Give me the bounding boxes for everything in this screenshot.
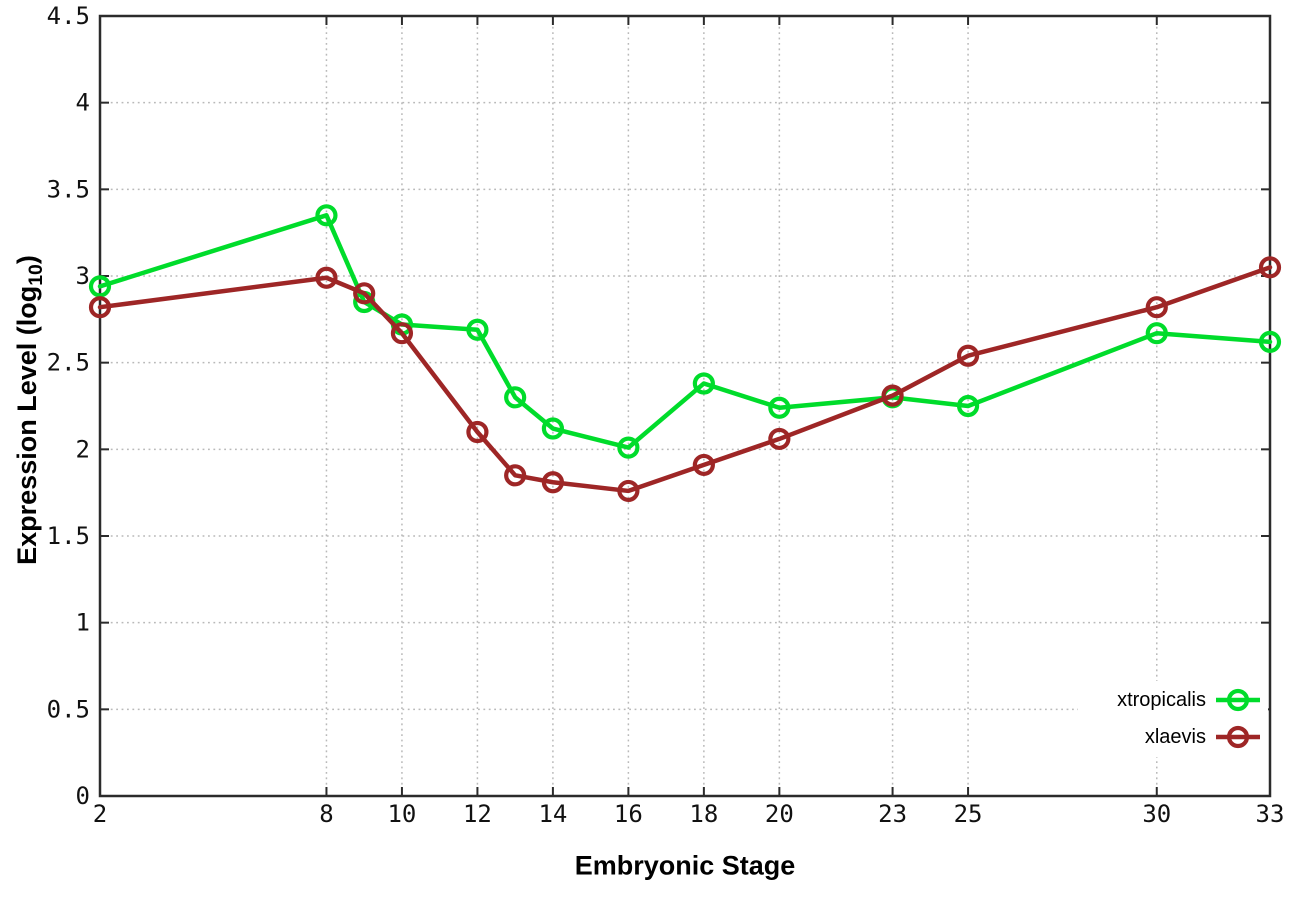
legend-label-xtropicalis: xtropicalis — [1117, 689, 1206, 711]
data-point-marker-xlaevis — [768, 427, 791, 451]
x-tick-label: 18 — [689, 800, 718, 828]
data-point-marker-xtropicalis — [617, 436, 640, 459]
data-point-marker-xlaevis — [466, 420, 489, 444]
x-tick-label: 2 — [93, 800, 107, 828]
y-tick-label: 3.5 — [47, 175, 90, 203]
series-xlaevis — [88, 256, 1282, 503]
legend-label-xlaevis: xlaevis — [1145, 726, 1206, 748]
x-tick-label: 14 — [538, 800, 567, 828]
x-tick-label: 12 — [463, 800, 492, 828]
data-point-marker-xlaevis — [390, 322, 414, 345]
data-point-marker-xlaevis — [353, 282, 376, 305]
x-tick-label: 30 — [1142, 800, 1171, 828]
series-xtropicalis — [88, 204, 1282, 459]
x-tick-label: 16 — [614, 800, 643, 828]
data-point-marker-xtropicalis — [315, 204, 338, 227]
y-tick-label: 3 — [76, 262, 90, 290]
y-tick-label: 0 — [76, 782, 90, 810]
y-axis-title: Expression Level (log10) — [12, 255, 48, 565]
x-tick-label: 20 — [765, 800, 794, 828]
data-point-marker-xtropicalis — [1145, 322, 1168, 345]
legend-marker-icon-xtropicalis — [1226, 688, 1250, 712]
y-tick-label: 1.5 — [47, 522, 90, 550]
data-point-marker-xlaevis — [315, 266, 338, 289]
gridlines — [100, 16, 1271, 796]
data-point-marker-xlaevis — [1145, 296, 1168, 319]
plot-border — [98, 14, 1272, 798]
data-point-marker-xlaevis — [504, 464, 527, 487]
data-point-marker-xlaevis — [692, 453, 715, 477]
y-tick-label: 2.5 — [47, 349, 90, 377]
data-point-marker-xtropicalis — [692, 372, 715, 395]
data-point-marker-xtropicalis — [504, 386, 527, 409]
x-tick-label: 33 — [1256, 800, 1285, 828]
y-tick-label: 4 — [76, 89, 90, 117]
x-tick-label: 25 — [954, 800, 983, 828]
tick-labels: 2 8 10 12 14 16 18 20 23 25 30 33 0 0.5 1 1.5 2 2.5 3 3.5 4 4… — [47, 2, 1285, 828]
x-tick-label: 8 — [319, 800, 333, 828]
data-point-marker-xtropicalis — [1258, 330, 1282, 353]
y-tick-label: 0.5 — [47, 695, 90, 723]
data-point-marker-xlaevis — [617, 479, 640, 503]
tick-marks — [99, 15, 1271, 797]
series-line-xlaevis — [97, 265, 1273, 494]
data-point-marker-xtropicalis — [768, 396, 791, 419]
y-axis-title-text: Expression Level (log — [11, 285, 42, 565]
data-point-marker-xtropicalis — [541, 417, 565, 440]
y-tick-label: 4.5 — [47, 2, 90, 30]
data-point-marker-xlaevis — [541, 471, 565, 494]
x-axis-title: Embryonic Stage — [574, 850, 796, 881]
data-point-marker-xtropicalis — [956, 394, 980, 418]
y-tick-label: 1 — [76, 609, 90, 637]
data-point-marker-xlaevis — [881, 384, 904, 407]
data-point-marker-xlaevis — [1258, 256, 1282, 279]
data-point-marker-xtropicalis — [88, 275, 112, 298]
legend: xtropicalis xlaevis — [1078, 681, 1268, 757]
y-tick-label: 2 — [76, 435, 90, 463]
x-tick-label: 23 — [878, 800, 907, 828]
series-line-xtropicalis — [97, 213, 1273, 450]
y-axis-title-subscript: 10 — [25, 264, 48, 286]
x-tick-label: 10 — [387, 800, 416, 828]
data-point-marker-xlaevis — [88, 296, 112, 319]
data-point-marker-xlaevis — [956, 344, 980, 367]
y-axis-title-suffix: ) — [11, 255, 42, 265]
legend-marker-icon-xlaevis — [1226, 725, 1250, 749]
data-point-marker-xtropicalis — [466, 318, 489, 341]
